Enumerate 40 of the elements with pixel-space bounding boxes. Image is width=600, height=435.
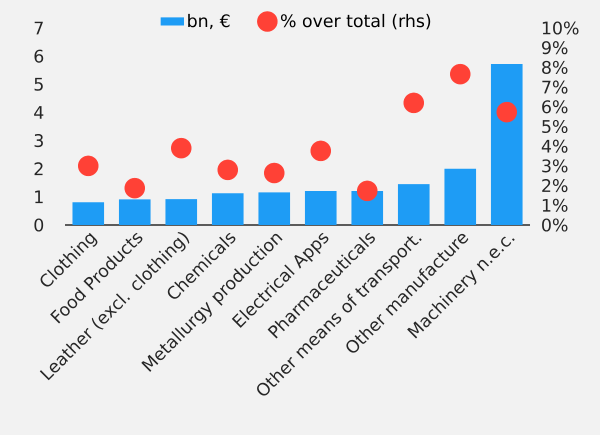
y2-tick-label: 7% xyxy=(542,80,568,94)
y-tick-label: 3 xyxy=(34,134,43,148)
y2-tick-label: 3% xyxy=(542,159,568,172)
bar xyxy=(72,202,104,225)
y-tick-label: 0 xyxy=(34,218,44,232)
point xyxy=(217,160,238,180)
bar xyxy=(304,190,337,225)
point xyxy=(450,64,471,84)
y-tick-label: 6 xyxy=(34,50,44,63)
y-tick-label: 7 xyxy=(34,22,43,34)
point xyxy=(124,178,146,198)
y-tick-label: 4 xyxy=(34,106,44,119)
bar xyxy=(490,64,523,225)
bar xyxy=(165,199,198,225)
y2-tick-label: 9% xyxy=(542,41,568,54)
bar xyxy=(258,192,290,225)
legend-label: bn, € xyxy=(188,14,230,30)
y2-tick-label: 2% xyxy=(542,179,568,192)
legend-label: % over total (rhs) xyxy=(280,14,430,30)
point xyxy=(264,162,285,184)
y-tick-label: 2 xyxy=(34,162,43,176)
y2-tick-label: 10% xyxy=(542,21,578,35)
y2-tick-label: 6% xyxy=(542,100,568,114)
y-tick-label: 5 xyxy=(34,78,43,91)
y2-tick-label: 0% xyxy=(542,218,568,232)
bar xyxy=(444,168,476,225)
point xyxy=(310,140,332,162)
point xyxy=(78,156,99,176)
y-tick-label: 1 xyxy=(35,190,43,204)
point xyxy=(356,180,378,202)
point xyxy=(496,102,518,122)
bar xyxy=(398,184,430,225)
point xyxy=(403,92,424,114)
point xyxy=(170,138,192,158)
y2-tick-label: 1% xyxy=(542,198,568,212)
y2-tick-label: 4% xyxy=(542,140,568,153)
y2-tick-label: 8% xyxy=(542,60,568,74)
y2-tick-label: 5% xyxy=(542,120,568,134)
bar xyxy=(118,199,151,225)
bar xyxy=(212,193,244,225)
